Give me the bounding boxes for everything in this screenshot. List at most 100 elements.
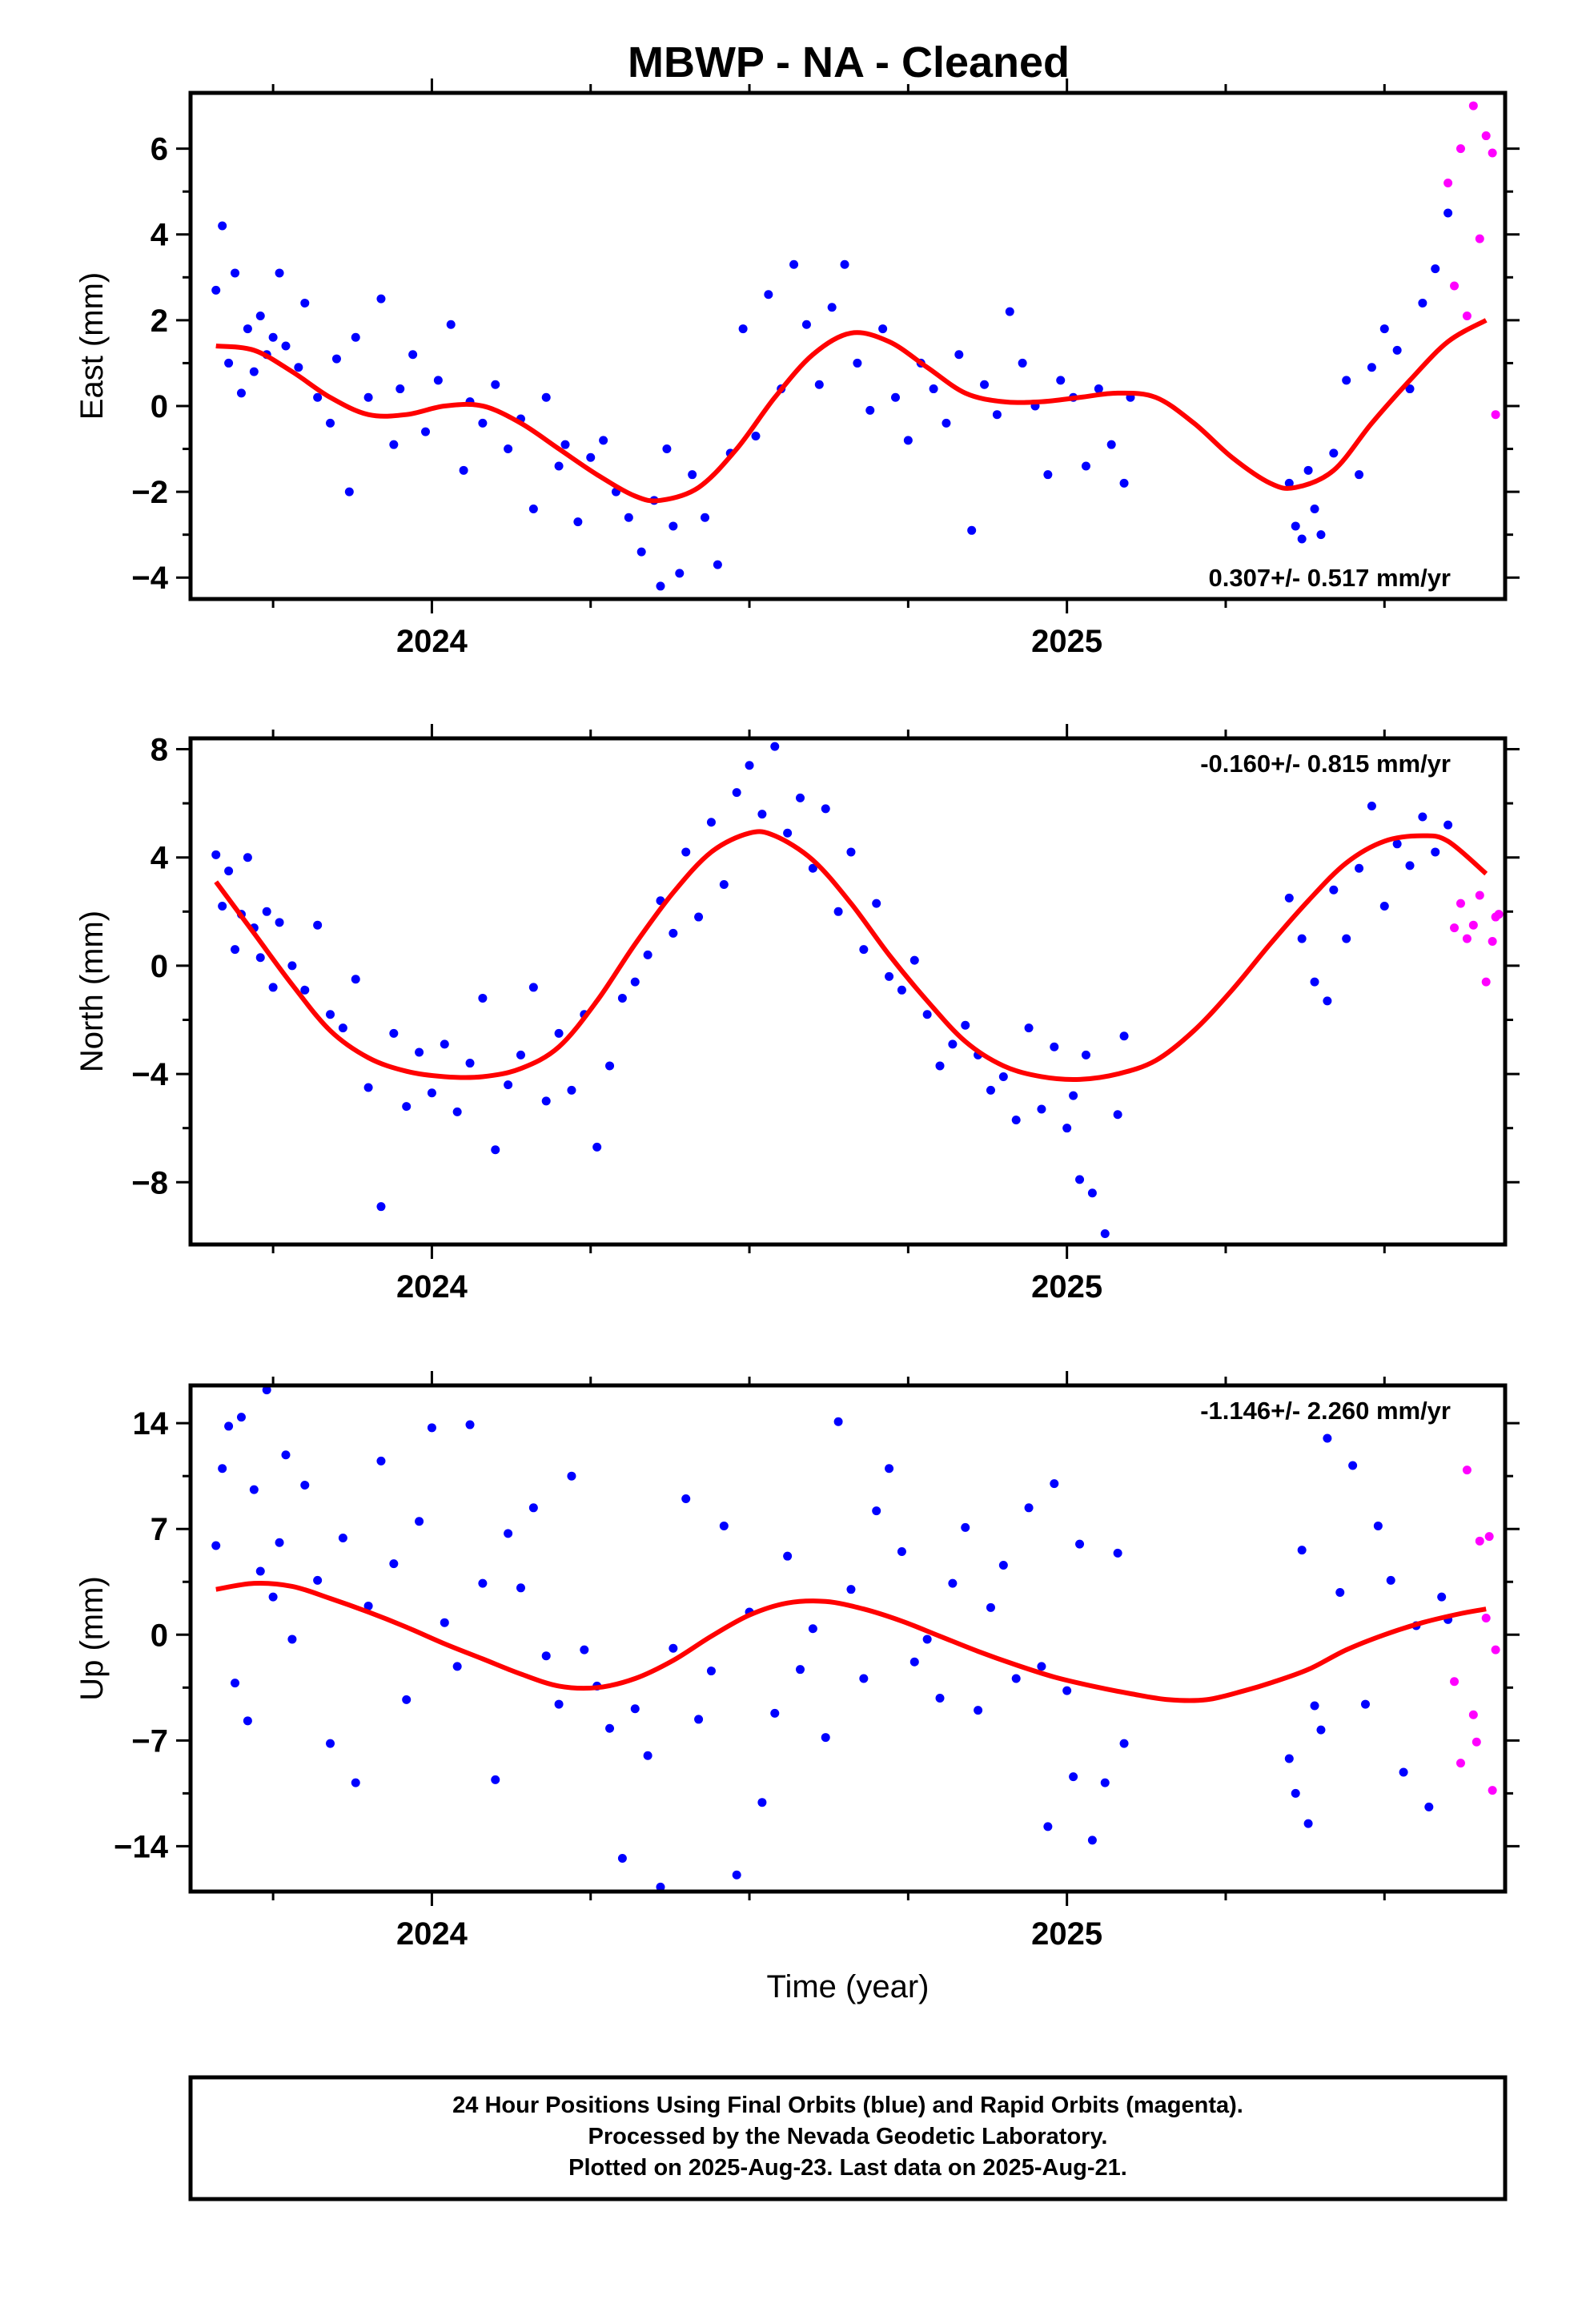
rapid-orbit-point bbox=[1450, 1677, 1460, 1687]
final-orbit-point bbox=[783, 1551, 793, 1561]
final-orbit-point bbox=[599, 436, 608, 445]
final-orbit-point bbox=[1050, 1042, 1059, 1051]
final-orbit-point bbox=[630, 977, 640, 987]
final-orbit-point bbox=[1043, 1822, 1053, 1831]
rapid-orbit-point bbox=[1484, 1532, 1494, 1542]
final-orbit-point bbox=[236, 388, 246, 398]
final-orbit-point bbox=[491, 1775, 500, 1784]
rapid-orbit-point bbox=[1468, 1710, 1478, 1719]
final-orbit-point bbox=[326, 1739, 335, 1748]
final-orbit-point bbox=[1367, 363, 1376, 372]
final-orbit-point bbox=[974, 1706, 983, 1715]
final-orbit-point bbox=[255, 1566, 265, 1576]
final-orbit-point bbox=[491, 380, 500, 389]
rapid-orbit-point bbox=[1462, 1466, 1472, 1475]
final-orbit-point bbox=[402, 1695, 412, 1704]
final-orbit-point bbox=[897, 985, 906, 995]
y-tick-label: 2 bbox=[151, 304, 168, 339]
rapid-orbit-point bbox=[1488, 148, 1497, 158]
final-orbit-point bbox=[560, 440, 570, 449]
final-orbit-point bbox=[313, 920, 323, 930]
final-orbit-point bbox=[224, 866, 234, 876]
y-tick-label: 0 bbox=[151, 389, 168, 424]
final-orbit-point bbox=[833, 907, 843, 916]
final-orbit-point bbox=[1087, 1835, 1097, 1845]
final-orbit-point bbox=[326, 1010, 335, 1019]
final-orbit-point bbox=[814, 380, 824, 389]
final-orbit-point bbox=[1113, 1110, 1122, 1120]
final-orbit-point bbox=[465, 1059, 475, 1068]
final-orbit-point bbox=[1335, 1587, 1345, 1597]
final-orbit-point bbox=[268, 332, 278, 342]
final-orbit-point bbox=[1024, 1503, 1034, 1513]
final-orbit-point bbox=[287, 961, 297, 971]
final-orbit-point bbox=[1329, 448, 1339, 458]
plot-frame bbox=[188, 736, 1508, 1247]
footer-frame bbox=[188, 2075, 1508, 2201]
rapid-orbit-point bbox=[1443, 178, 1453, 187]
final-orbit-point bbox=[1431, 847, 1440, 857]
final-orbit-point bbox=[961, 1020, 970, 1030]
final-orbit-point bbox=[808, 863, 817, 873]
final-orbit-point bbox=[859, 1674, 869, 1683]
final-orbit-point bbox=[801, 320, 811, 329]
final-orbit-point bbox=[808, 1624, 817, 1634]
rapid-orbit-point bbox=[1481, 977, 1491, 987]
final-orbit-point bbox=[980, 380, 990, 389]
final-orbit-point bbox=[211, 850, 221, 859]
final-orbit-point bbox=[935, 1061, 945, 1071]
final-orbit-point bbox=[452, 1107, 462, 1116]
rapid-orbit-point bbox=[1475, 234, 1484, 243]
final-orbit-point bbox=[624, 513, 633, 522]
final-orbit-point bbox=[903, 436, 913, 445]
final-orbit-point bbox=[885, 971, 894, 981]
final-orbit-point bbox=[669, 928, 678, 938]
y-tick-label: 4 bbox=[151, 218, 169, 253]
final-orbit-point bbox=[504, 1529, 513, 1538]
final-orbit-point bbox=[573, 517, 583, 527]
rapid-orbit-point bbox=[1462, 312, 1472, 321]
final-orbit-point bbox=[1018, 358, 1027, 368]
final-orbit-point bbox=[1360, 1699, 1370, 1709]
final-orbit-point bbox=[935, 1694, 945, 1703]
y-tick-label: −8 bbox=[131, 1165, 168, 1200]
final-orbit-point bbox=[1069, 1772, 1078, 1782]
rapid-orbit-point bbox=[1488, 1786, 1497, 1795]
final-orbit-point bbox=[1069, 1091, 1078, 1100]
final-orbit-point bbox=[1043, 470, 1053, 480]
final-orbit-point bbox=[1024, 1023, 1034, 1033]
final-orbit-point bbox=[1342, 934, 1351, 943]
x-tick-label: 2024 bbox=[396, 1269, 468, 1305]
final-orbit-point bbox=[1062, 1124, 1072, 1133]
plot-area bbox=[211, 1385, 1500, 1892]
final-orbit-point bbox=[617, 993, 627, 1003]
final-orbit-point bbox=[218, 902, 227, 911]
final-orbit-point bbox=[1418, 812, 1427, 822]
rapid-orbit-point bbox=[1456, 1759, 1465, 1768]
final-orbit-point bbox=[1405, 384, 1415, 394]
final-orbit-point bbox=[840, 259, 849, 269]
final-orbit-point bbox=[218, 221, 227, 231]
final-orbit-point bbox=[789, 259, 799, 269]
final-orbit-point bbox=[1100, 1228, 1110, 1238]
rapid-orbit-point bbox=[1491, 410, 1500, 420]
final-orbit-point bbox=[541, 392, 551, 402]
final-orbit-point bbox=[1443, 820, 1453, 830]
plot-area bbox=[211, 742, 1504, 1238]
rapid-orbit-point bbox=[1456, 899, 1465, 908]
x-tick-label: 2024 bbox=[396, 1916, 468, 1952]
final-orbit-point bbox=[459, 465, 468, 475]
final-orbit-point bbox=[1355, 863, 1364, 873]
final-orbit-point bbox=[440, 1039, 449, 1049]
final-orbit-point bbox=[986, 1602, 995, 1612]
final-orbit-point bbox=[764, 290, 773, 300]
x-tick-label: 2025 bbox=[1031, 1269, 1102, 1305]
y-axis-label: East (mm) bbox=[74, 272, 110, 420]
final-orbit-point bbox=[605, 1723, 615, 1733]
model-curve bbox=[215, 318, 1488, 504]
final-orbit-point bbox=[1437, 1592, 1447, 1602]
final-orbit-point bbox=[688, 470, 697, 480]
final-orbit-point bbox=[1367, 801, 1376, 810]
footer-line-1: 24 Hour Positions Using Final Orbits (bl… bbox=[452, 2093, 1243, 2118]
